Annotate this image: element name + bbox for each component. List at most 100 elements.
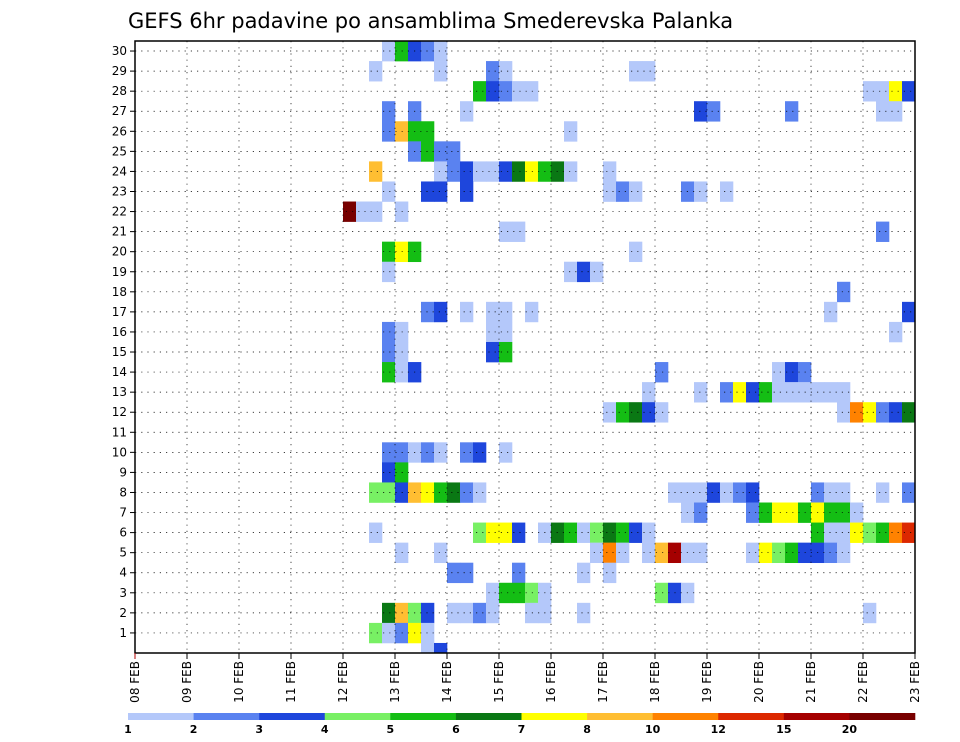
y-tick-label: 12 [112,405,127,419]
legend-swatch [521,713,588,720]
y-tick-label: 20 [112,245,127,259]
x-tick-label: 11 FEB [284,661,298,703]
heatmap-cell [421,141,435,162]
heatmap-cell [655,402,669,423]
heatmap-cell [720,482,734,503]
legend-swatch [652,713,719,720]
heatmap-cell [642,402,656,423]
heatmap-cell [694,502,708,523]
y-tick-label: 24 [112,164,127,178]
heatmap-cell [902,81,916,102]
heatmap-cell [369,482,383,503]
y-tick-label: 16 [112,325,127,339]
heatmap-cell [824,301,838,323]
chart-title: GEFS 6hr padavine po ansamblima Smederev… [128,9,733,33]
heatmap-cell [499,161,513,182]
heatmap-cell [525,582,539,604]
y-tick-label: 15 [112,345,127,359]
heatmap-cell [629,522,643,543]
y-tick-label: 10 [112,445,127,459]
legend-label: 5 [387,723,395,736]
heatmap-cell [382,41,396,62]
heatmap-cell [447,482,461,503]
heatmap-cell [889,522,903,543]
heatmap-cell [564,522,578,543]
heatmap-cell [460,161,474,182]
heatmap-cell [902,482,916,503]
heatmap-cell [382,121,396,142]
legend-label: 1 [124,723,132,736]
heatmap-cell [382,442,396,463]
plot-frame [134,40,916,654]
color-legend: 1 2 3 4 5 6 7 8 10 12 15 20 [124,713,916,736]
heatmap-cell [603,542,617,564]
heatmap-cell [603,562,617,584]
heatmap-cell [421,121,435,142]
y-tick-label: 3 [119,586,127,600]
heatmap-cell [447,141,461,162]
heatmap-cell [499,221,513,242]
y-axis: 1234567891011121314151617181920212223242… [112,44,135,640]
heatmap-cell [486,81,500,102]
x-tick-label: 15 FEB [492,661,506,703]
heatmap-cell [421,622,435,644]
heatmap-cell [616,522,630,543]
x-tick-label: 20 FEB [752,661,766,703]
heatmap-cell [486,61,500,82]
heatmap-cell [603,181,617,202]
heatmap-cell [824,482,838,503]
heatmap-cell [642,542,656,564]
heatmap-cell [434,141,448,162]
heatmap-cell [889,402,903,423]
legend-swatch [587,713,653,720]
legend-swatch [455,713,522,720]
heatmap-cell [486,602,500,624]
heatmap-cell [421,301,435,323]
y-tick-label: 11 [112,425,127,439]
heatmap-cell [863,81,877,102]
heatmap-cell [434,41,448,62]
heatmap-cell [486,301,500,323]
heatmap-cell [577,562,591,584]
heatmap-cell [421,181,435,202]
heatmap-cell [733,482,747,503]
x-tick-label: 08 FEB [128,661,142,703]
heatmap-cell [785,502,799,523]
y-tick-label: 4 [119,566,127,580]
heatmap-cell [577,522,591,543]
y-tick-label: 1 [119,626,127,640]
legend-label: 10 [645,723,661,736]
y-tick-label: 8 [119,485,127,499]
heatmap-cell [876,522,890,543]
legend-swatch [783,713,850,720]
heatmap-cell [421,642,435,654]
legend-label: 2 [190,723,198,736]
heatmap-cell [525,602,539,624]
heatmap-cell [499,582,513,604]
legend-label: 20 [842,723,858,736]
heatmap-cell [694,101,708,122]
heatmap-cell [889,81,903,102]
heatmap-cell [499,522,513,543]
y-tick-label: 28 [112,84,127,98]
heatmap-cell [512,582,526,604]
heatmap-cell [746,502,760,523]
heatmap-cell [629,402,643,423]
heatmap-cell [382,622,396,644]
heatmap-cell [382,341,396,363]
heatmap-cell [369,201,383,222]
heatmap-cell [473,522,487,543]
y-tick-label: 13 [112,385,127,399]
legend-label: 15 [776,723,791,736]
heatmap-cell [473,602,487,624]
heatmap-cell [876,81,890,102]
heatmap-cell [694,181,708,202]
y-tick-label: 29 [112,64,127,78]
heatmap-cell [343,201,357,222]
heatmap-cell [382,321,396,343]
legend-swatch [259,713,326,720]
heatmap-cell [486,582,500,604]
heatmap-cell [512,81,526,102]
x-tick-label: 22 FEB [856,661,870,703]
heatmap-cell [707,101,721,122]
